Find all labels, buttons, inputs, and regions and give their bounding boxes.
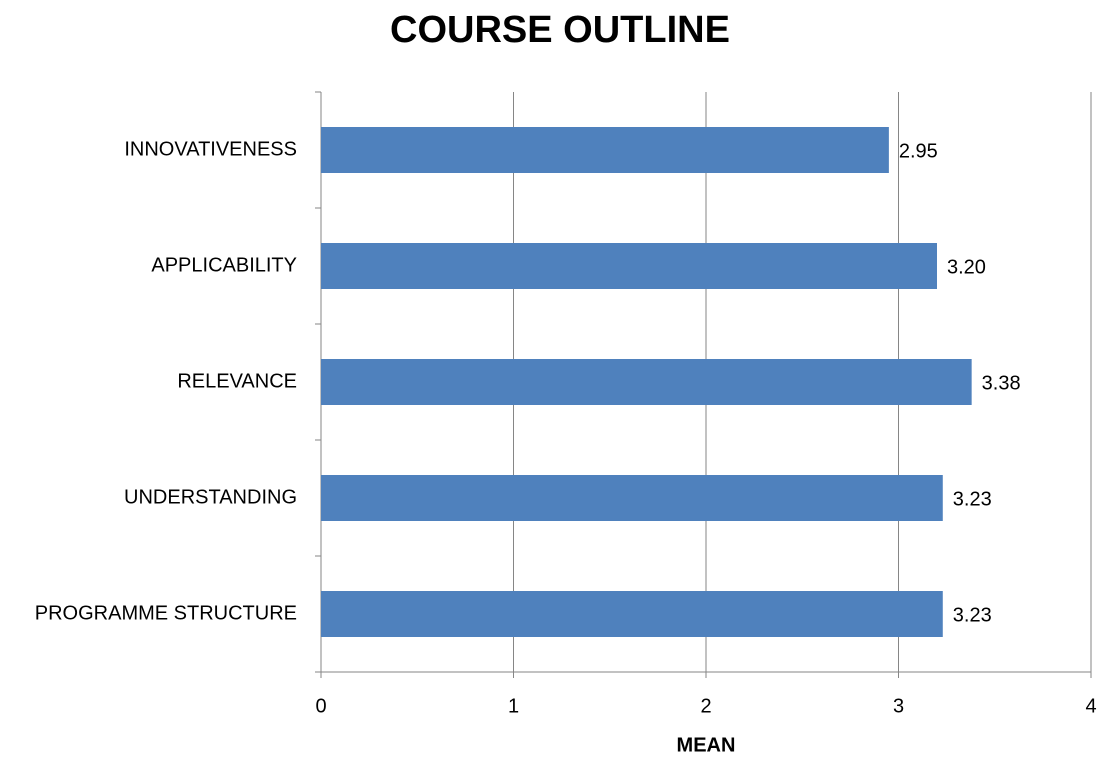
- bar: [321, 359, 972, 405]
- chart-title: COURSE OUTLINE: [390, 9, 730, 51]
- bar: [321, 591, 943, 637]
- y-tick-label: APPLICABILITY: [151, 254, 297, 276]
- x-tick-label: 0: [315, 695, 326, 717]
- value-label: 3.20: [947, 256, 986, 278]
- y-tick-label: RELEVANCE: [177, 370, 297, 392]
- value-label: 3.23: [953, 488, 992, 510]
- bar: [321, 127, 889, 173]
- x-axis-label: MEAN: [677, 734, 736, 756]
- x-tick-label: 4: [1085, 695, 1096, 717]
- bar: [321, 475, 943, 521]
- value-label: 3.38: [982, 372, 1021, 394]
- x-tick-label: 2: [700, 695, 711, 717]
- x-tick-label: 1: [508, 695, 519, 717]
- y-tick-label: PROGRAMME STRUCTURE: [35, 602, 297, 624]
- value-label: 2.95: [899, 140, 938, 162]
- y-tick-label: INNOVATIVENESS: [124, 138, 297, 160]
- bar: [321, 243, 937, 289]
- x-tick-label: 3: [893, 695, 904, 717]
- y-tick-label: UNDERSTANDING: [124, 486, 297, 508]
- value-label: 3.23: [953, 604, 992, 626]
